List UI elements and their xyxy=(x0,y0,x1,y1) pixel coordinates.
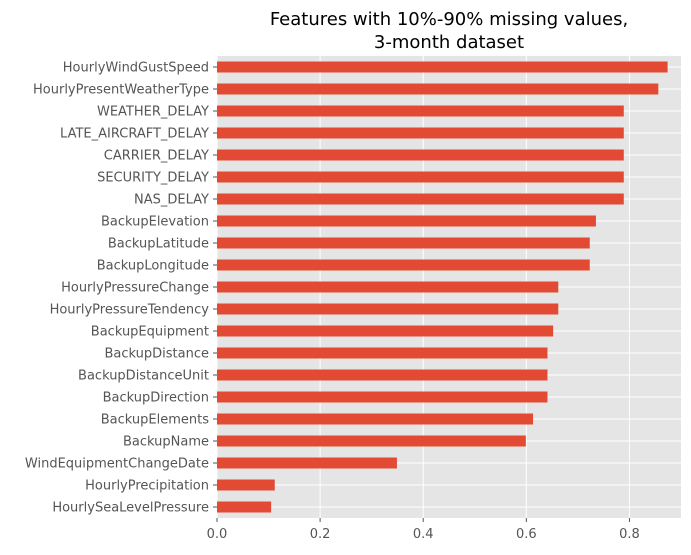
bar xyxy=(217,215,596,227)
y-tick-label: HourlyPrecipitation xyxy=(85,479,209,494)
x-tick-labels: 0.0 0.2 0.4 0.6 0.8 xyxy=(207,518,640,542)
bar xyxy=(217,127,624,139)
x-tick-label: 0.6 xyxy=(516,527,537,542)
bar xyxy=(217,281,559,293)
y-tick-label: HourlyWindGustSpeed xyxy=(63,61,209,76)
y-tick-label: HourlyPresentWeatherType xyxy=(33,83,209,98)
bar xyxy=(217,303,559,315)
chart-title-line-2: 3-month dataset xyxy=(374,32,524,53)
y-tick-label: BackupName xyxy=(123,435,209,450)
y-tick-label: BackupEquipment xyxy=(91,325,209,340)
bar xyxy=(217,457,397,469)
bar xyxy=(217,347,548,359)
y-tick-label: LATE_AIRCRAFT_DELAY xyxy=(60,127,209,142)
bar xyxy=(217,105,624,117)
bar xyxy=(217,171,624,183)
y-tick-label: SECURITY_DELAY xyxy=(97,171,209,186)
bar xyxy=(217,237,590,249)
y-tick-label: BackupDirection xyxy=(103,391,209,406)
bar xyxy=(217,501,272,513)
y-tick-labels: HourlyWindGustSpeed HourlyPresentWeatherT… xyxy=(25,61,217,516)
y-tick-label: HourlyPressureChange xyxy=(61,281,209,296)
bar xyxy=(217,391,548,403)
bar xyxy=(217,413,534,425)
y-tick-label: NAS_DELAY xyxy=(134,193,209,208)
y-tick-label: CARRIER_DELAY xyxy=(104,149,209,164)
bar xyxy=(217,149,624,161)
x-tick-label: 0.2 xyxy=(310,527,331,542)
y-tick-label: BackupDistanceUnit xyxy=(78,369,209,384)
x-tick-label: 0.8 xyxy=(619,527,640,542)
bar xyxy=(217,369,548,381)
y-tick-label: BackupElements xyxy=(101,413,209,428)
y-tick-label: BackupLongitude xyxy=(97,259,209,274)
chart-title-line-1: Features with 10%-90% missing values, xyxy=(270,9,628,30)
bar xyxy=(217,61,668,73)
y-tick-label: BackupElevation xyxy=(101,215,209,230)
y-tick-label: HourlySeaLevelPressure xyxy=(52,501,209,516)
x-tick-label: 0.4 xyxy=(413,527,434,542)
bar xyxy=(217,259,590,271)
bars xyxy=(217,61,668,513)
y-tick-label: WindEquipmentChangeDate xyxy=(25,457,209,472)
bar xyxy=(217,83,659,95)
bar xyxy=(217,435,526,447)
bar xyxy=(217,479,275,491)
x-tick-label: 0.0 xyxy=(207,527,228,542)
bar xyxy=(217,193,624,205)
y-tick-label: BackupDistance xyxy=(105,347,210,362)
y-tick-label: HourlyPressureTendency xyxy=(50,303,210,318)
bar xyxy=(217,325,554,337)
y-tick-label: BackupLatitude xyxy=(108,237,209,252)
y-tick-label: WEATHER_DELAY xyxy=(97,105,209,120)
